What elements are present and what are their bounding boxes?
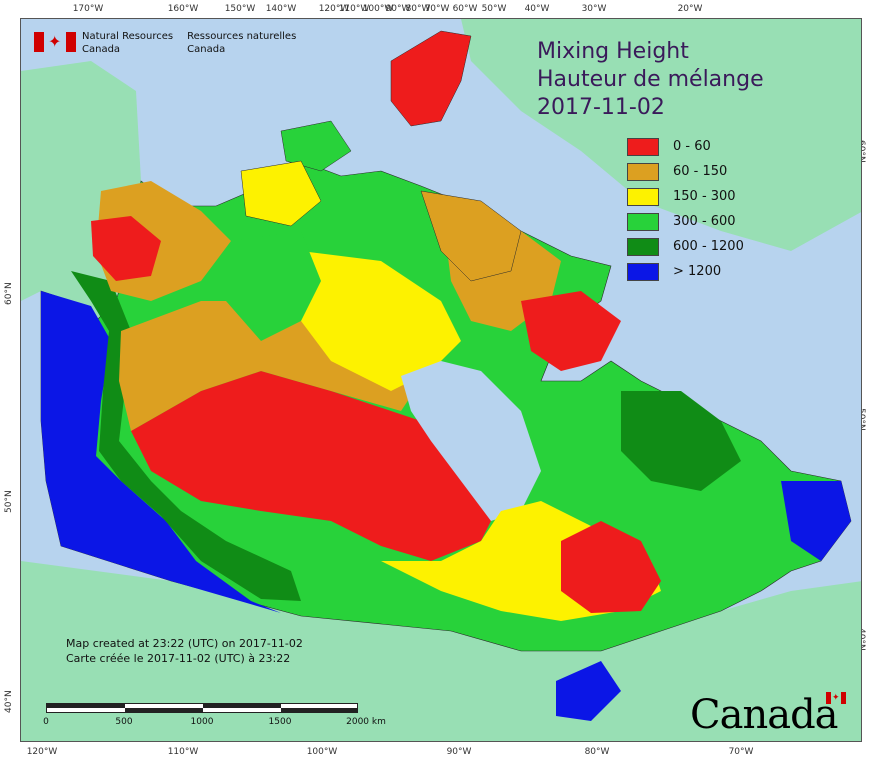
canada-wordmark: Canada [690, 692, 839, 738]
arctic-island-green [280, 120, 352, 172]
map-timestamp: Map created at 23:22 (UTC) on 2017-11-02… [66, 636, 303, 666]
legend-swatch [627, 212, 659, 231]
lon-tick-top: 160°W [167, 4, 199, 14]
legend-swatch [627, 237, 659, 256]
lon-tick-top: 90°W [385, 4, 411, 14]
scale-label: 1500 [268, 717, 292, 727]
zone-300-600-arctic [226, 231, 321, 341]
legend-swatch [627, 162, 659, 181]
canada-flag-icon: ✦ [34, 32, 76, 52]
scale-label: 0 [43, 717, 49, 727]
zone-0-60-quebec [561, 521, 661, 613]
map-title: Mixing Height Hauteur de mélange 2017-11… [537, 38, 764, 122]
lon-tick-bottom: 110°W [167, 747, 199, 757]
hudson-bay [401, 361, 541, 521]
legend-swatch [627, 137, 659, 156]
timestamp-en: Map created at 23:22 (UTC) on 2017-11-02 [66, 637, 303, 650]
lon-tick-bottom: 120°W [26, 747, 58, 757]
lon-tick-top: 60°W [452, 4, 478, 14]
scale-label: 1000 [190, 717, 214, 727]
timestamp-fr: Carte créée le 2017-11-02 (UTC) à 23:22 [66, 652, 291, 665]
lat-tick-left: 50°N [4, 490, 14, 513]
lat-tick-left: 40°N [4, 690, 14, 713]
legend-swatch [627, 262, 659, 281]
lon-tick-top: 100°W [362, 4, 394, 14]
lon-tick-bottom: 70°W [728, 747, 754, 757]
agency-name-en: Natural Resources Canada [82, 31, 174, 55]
legend-item: 60 - 150 [627, 159, 744, 184]
zone-600-1200-quebec [621, 391, 741, 491]
lon-tick-top: 70°W [424, 4, 450, 14]
greenland-landmass [461, 19, 861, 251]
title-date: 2017-11-02 [537, 95, 665, 120]
zone-over-1200-great-lakes [556, 661, 621, 721]
zone-over-1200-bc [41, 291, 281, 613]
legend-item: 150 - 300 [627, 184, 744, 209]
legend: 0 - 60 60 - 150 150 - 300 300 - 600 600 - 12… [627, 134, 744, 284]
legend-label: 300 - 600 [673, 214, 736, 229]
lon-tick-top: 110°W [338, 4, 370, 14]
lon-tick-bottom: 100°W [306, 747, 338, 757]
title-en: Mixing Height [537, 39, 689, 64]
lon-tick-top: 40°W [524, 4, 550, 14]
legend-label: > 1200 [673, 264, 722, 279]
lon-tick-top: 170°W [72, 4, 104, 14]
lon-tick-top: 50°W [481, 4, 507, 14]
agency-name-fr: Ressources naturelles Canada [187, 31, 297, 55]
zone-0-60-yukon [91, 216, 161, 281]
ellesmere-island [390, 30, 472, 127]
legend-swatch [627, 187, 659, 206]
legend-item: > 1200 [627, 259, 744, 284]
lat-tick-left: 60°N [4, 282, 14, 305]
lon-tick-bottom: 80°W [584, 747, 610, 757]
zone-0-60-labrador [521, 291, 621, 371]
zone-150-300-central [301, 251, 461, 391]
lon-tick-top: 150°W [224, 4, 256, 14]
victoria-island [240, 160, 322, 227]
legend-label: 600 - 1200 [673, 239, 744, 254]
legend-label: 60 - 150 [673, 164, 728, 179]
legend-label: 150 - 300 [673, 189, 736, 204]
title-fr: Hauteur de mélange [537, 67, 764, 92]
scale-track [46, 703, 358, 713]
baffin-island [420, 190, 522, 282]
zone-0-60-prairies [131, 371, 501, 561]
zone-over-1200-atlantic [781, 481, 851, 561]
scale-bar: 0 500 1000 1500 2000 km [43, 703, 386, 727]
mixing-height-map[interactable] [21, 19, 862, 742]
legend-item: 300 - 600 [627, 209, 744, 234]
usa-landmass [21, 561, 861, 741]
lon-tick-bottom: 90°W [446, 747, 472, 757]
wordmark-flag-icon: ✦ [826, 692, 846, 704]
lon-tick-top: 20°W [677, 4, 703, 14]
lon-tick-top: 120°W [318, 4, 350, 14]
lon-tick-top: 30°W [581, 4, 607, 14]
legend-item: 600 - 1200 [627, 234, 744, 259]
map-canvas[interactable] [20, 18, 862, 742]
nrcan-signature: ✦ Natural Resources Canada Ressources na… [34, 30, 296, 56]
legend-label: 0 - 60 [673, 139, 711, 154]
legend-item: 0 - 60 [627, 134, 744, 159]
lon-tick-top: 80°W [405, 4, 431, 14]
scale-label: 2000 km [346, 717, 386, 727]
scale-label: 500 [115, 717, 133, 727]
lon-tick-top: 140°W [265, 4, 297, 14]
